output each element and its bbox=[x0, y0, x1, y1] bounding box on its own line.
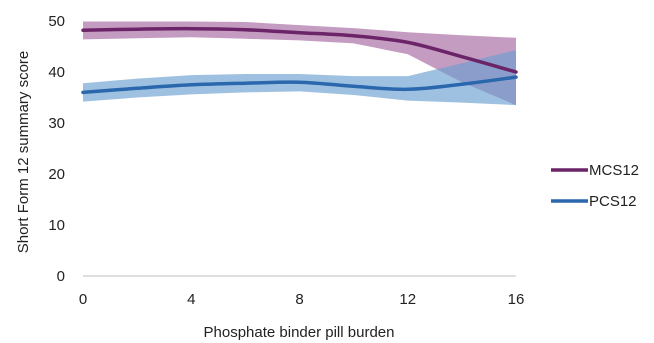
x-tick-label: 4 bbox=[187, 291, 195, 308]
x-axis-ticks: 0 4 8 12 16 bbox=[79, 291, 525, 308]
y-tick-label: 10 bbox=[48, 217, 65, 234]
x-tick-label: 12 bbox=[399, 291, 416, 308]
y-axis-label: Short Form 12 summary score bbox=[15, 51, 32, 254]
y-tick-label: 20 bbox=[48, 166, 65, 183]
x-axis-label: Phosphate binder pill burden bbox=[204, 324, 395, 341]
y-axis-ticks: 0 10 20 30 40 50 bbox=[48, 13, 65, 285]
series-line-mcs12 bbox=[81, 26, 518, 74]
series-line-pcs12 bbox=[81, 75, 518, 95]
y-tick-label: 0 bbox=[57, 268, 65, 285]
legend: MCS12 PCS12 bbox=[551, 162, 639, 210]
x-tick-label: 8 bbox=[295, 291, 303, 308]
legend-label: PCS12 bbox=[589, 193, 637, 210]
legend-label: MCS12 bbox=[589, 162, 639, 179]
y-tick-label: 40 bbox=[48, 64, 65, 81]
series-lines bbox=[81, 26, 518, 95]
x-tick-label: 16 bbox=[508, 291, 525, 308]
y-tick-label: 50 bbox=[48, 13, 65, 30]
x-tick-label: 0 bbox=[79, 291, 87, 308]
y-tick-label: 30 bbox=[48, 115, 65, 132]
confidence-band-pcs12 bbox=[83, 50, 516, 106]
